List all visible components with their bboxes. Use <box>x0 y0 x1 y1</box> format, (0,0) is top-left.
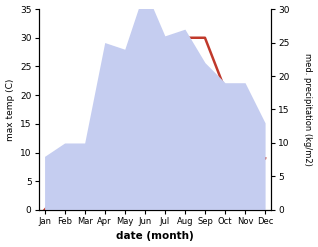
Y-axis label: max temp (C): max temp (C) <box>5 78 15 141</box>
Y-axis label: med. precipitation (kg/m2): med. precipitation (kg/m2) <box>303 53 313 166</box>
X-axis label: date (month): date (month) <box>116 231 194 242</box>
